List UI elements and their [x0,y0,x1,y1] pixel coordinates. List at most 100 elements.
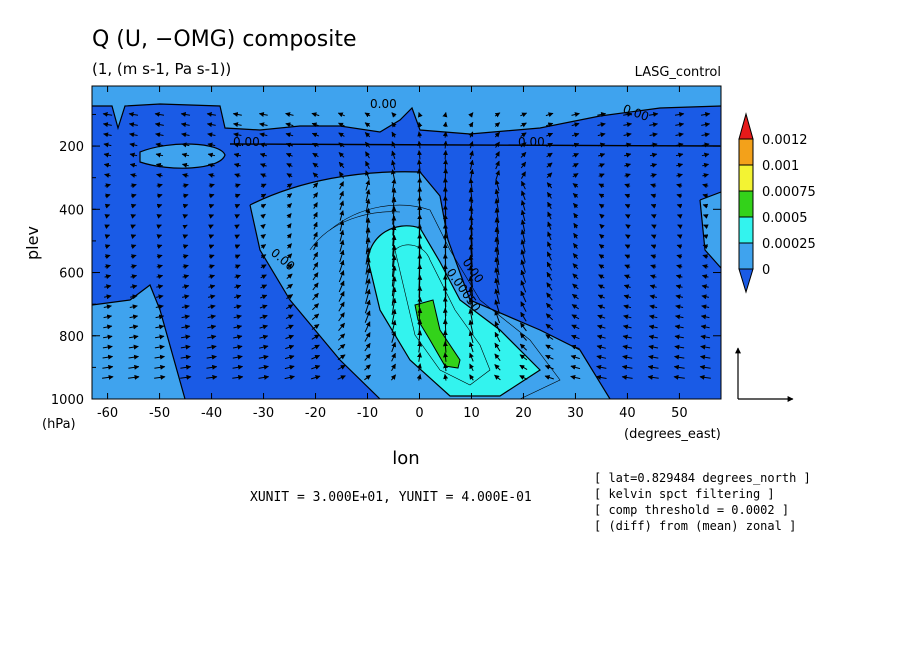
wind-vector [572,142,580,148]
x-tick-label: 50 [671,406,688,421]
wind-vector [338,122,345,128]
x-axis: -60 -50 -40 -30 -20 -10 0 10 20 30 40 50 [97,86,688,421]
wind-vector [156,284,164,290]
wind-vector [468,341,474,353]
wind-vector [599,213,605,219]
colorbar-band [738,164,754,192]
wind-vector [182,244,189,250]
wind-vector [624,254,631,260]
colorbar-label: 0.00075 [762,185,816,200]
colorbar-band [738,242,754,270]
wind-vector [182,203,189,209]
wind-vector [285,314,294,320]
wind-vector [469,159,475,171]
wind-vector [128,122,138,128]
wind-vector [417,121,423,128]
wind-vector [130,214,137,219]
note-line: [ (diff) from (mean) zonal ] [594,519,796,533]
wind-vector [649,122,658,128]
wind-vector [129,304,138,310]
wind-vector [312,162,319,168]
x-tick-label: -50 [149,406,170,421]
wind-vector [572,183,579,189]
wind-vector [156,193,163,199]
wind-vector [547,201,552,210]
wind-vector [469,352,474,362]
wind-vector [180,344,191,350]
wind-vector [259,152,267,158]
wind-vector [364,310,371,323]
wind-vector [596,344,606,350]
wind-vector [103,294,112,300]
wind-vector [154,374,166,380]
wind-vector [129,324,139,330]
wind-vector [130,264,137,270]
vector-unit-text: XUNIT = 3.000E+01, YUNIT = 4.000E-01 [250,490,532,505]
wind-vector [154,344,165,350]
wind-vector [339,219,345,232]
wind-vector [365,170,370,180]
wind-vector [495,160,500,170]
wind-vector [675,274,683,280]
x-tick-label: -10 [357,406,378,421]
wind-vector [675,132,684,138]
wind-vector [546,132,554,138]
wind-vector [623,304,632,310]
wind-vector [129,334,139,340]
wind-vector [702,234,709,240]
wind-vector [702,244,709,250]
wind-vector [598,264,605,270]
wind-vector [572,153,579,158]
wind-vector [156,274,164,280]
wind-vector [102,122,112,128]
wind-vector [207,314,216,320]
wind-vector [260,223,266,230]
wind-vector [674,111,685,117]
wind-vector [676,254,683,260]
wind-vector [648,354,659,360]
wind-vector [259,132,268,138]
wind-vector [701,284,709,290]
level-00025-fill [92,86,721,134]
wind-vector [597,122,606,128]
wind-vector [104,183,111,189]
colorbar-label: 0.0005 [762,211,808,226]
wind-vector [155,132,164,138]
wind-vector [311,132,319,138]
wind-vector [338,291,345,302]
wind-vector [286,223,292,229]
contour-label: 0.00 [233,135,260,149]
wind-vector [181,152,190,158]
wind-vector [676,214,683,219]
wind-vector [338,280,345,293]
wind-vector [180,122,190,128]
wind-vector [675,142,684,148]
wind-vector [155,142,164,148]
wind-vector [675,294,684,300]
wind-vector [104,284,112,290]
wind-vector [207,294,216,300]
wind-vector [338,322,345,332]
wind-vector [365,160,370,170]
wind-vector [650,254,657,260]
wind-vector [130,173,137,178]
wind-vector [571,334,580,340]
wind-vector [103,142,112,148]
wind-vector [596,334,606,340]
wind-vector [442,150,448,160]
wind-vector [650,274,657,280]
wind-vector [156,183,163,189]
wind-vector [311,313,320,320]
y-tick-label: 600 [59,267,84,282]
wind-vector [103,162,111,168]
wind-vector [599,233,605,240]
y-tick-label: 200 [59,140,84,155]
wind-vector [520,171,526,179]
wind-vector [337,343,346,351]
wind-vector [651,224,657,230]
wind-vector [234,204,241,209]
wind-vector [623,142,632,148]
wind-vector [495,170,500,180]
wind-vector [570,344,580,350]
wind-vector [544,365,554,370]
